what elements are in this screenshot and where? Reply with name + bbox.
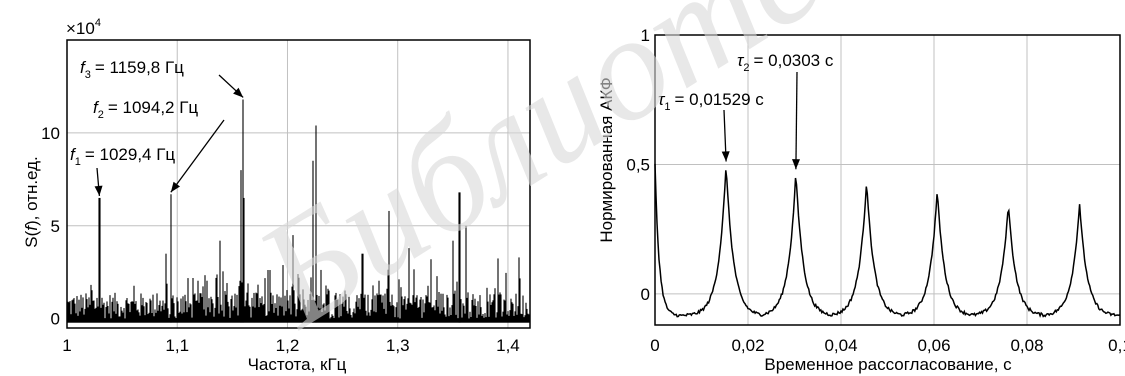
spectrum-x-tick-label: 1,1 [165,336,189,355]
spectrum-plot-frame [66,39,531,329]
spectrum-y-axis-label: S(f), отн.ед. [22,156,41,248]
acf-y-tick-labels: 00,51 [626,26,650,304]
spectrum-y-multiplier: ×104 [66,17,101,38]
acf-chart: 00,020,040,060,080,1 00,51 Временное рас… [597,26,1125,374]
spectrum-annotation-2-arrowhead [170,181,180,193]
acf-x-tick-labels: 0 0,02 0,04 0,06 0,08 0,1 [650,336,1125,355]
acf-x-tick-label: 0 [650,336,659,355]
spectrum-x-tick-labels: 1 1,1 1,2 1,3 1,4 [62,336,520,355]
spectrum-annotation-1-label: f1 = 1029,4 Гц [70,145,175,168]
spectrum-y-tick-label: 10 [41,124,60,143]
acf-annotation-2-arrow-line [795,71,798,170]
acf-series-line [654,163,1121,318]
acf-x-tick-label: 0,04 [824,336,857,355]
spectrum-annotation-2-arrow-line [170,119,225,193]
acf-y-axis-label: Нормированная АКФ [597,77,616,242]
acf-x-tick-label: 0,02 [731,336,764,355]
spectrum-annotation-1-arrowhead [94,185,103,196]
acf-annotation-1-label: τ1 = 0,01529 с [658,90,764,113]
acf-plot-frame [654,34,1121,326]
spectrum-y-tick-labels: 0 5 10 [41,124,60,329]
spectrum-annotation-2-label: f2 = 1094,2 Гц [93,98,198,121]
spectrum-chart: 1 1,1 1,2 1,3 1,4 0 5 10 ×104 Частота, кГц S(f… [22,17,531,374]
spectrum-x-axis-label: Частота, кГц [248,355,347,374]
acf-y-tick-label: 1 [641,26,650,45]
spectrum-y-tick-label: 5 [51,217,60,236]
acf-grid [655,35,1120,325]
acf-y-tick-label: 0 [641,285,650,304]
spectrum-x-tick-label: 1 [62,336,71,355]
acf-annotation-2-label: τ2 = 0,0303 с [737,51,834,74]
acf-annotation-1-arrowhead [721,151,730,162]
acf-x-tick-label: 0,1 [1108,336,1125,355]
watermark: Библиотека [228,0,968,359]
acf-y-tick-label: 0,5 [626,155,650,174]
acf-x-tick-label: 0,08 [1010,336,1043,355]
spectrum-x-tick-label: 1,2 [276,336,300,355]
spectrum-annotation-3-label: f3 = 1159,8 Гц [80,58,184,81]
spectrum-y-tick-label: 0 [51,310,60,329]
spectrum-annotation-3-arrowhead [233,87,244,98]
spectrum-x-tick-label: 1,3 [386,336,410,355]
acf-x-tick-label: 0,06 [917,336,950,355]
spectrum-annotations: f1 = 1029,4 Гц f2 = 1094,2 Гц f3 = 1159,8 Гц [70,58,244,196]
spectrum-bars [67,99,530,323]
acf-annotation-2-arrowhead [792,159,801,170]
acf-x-axis-label: Временное рассогласование, с [764,355,1012,374]
spectrum-x-tick-label: 1,4 [496,336,520,355]
acf-annotations: τ1 = 0,01529 с τ2 = 0,0303 с [658,51,834,170]
